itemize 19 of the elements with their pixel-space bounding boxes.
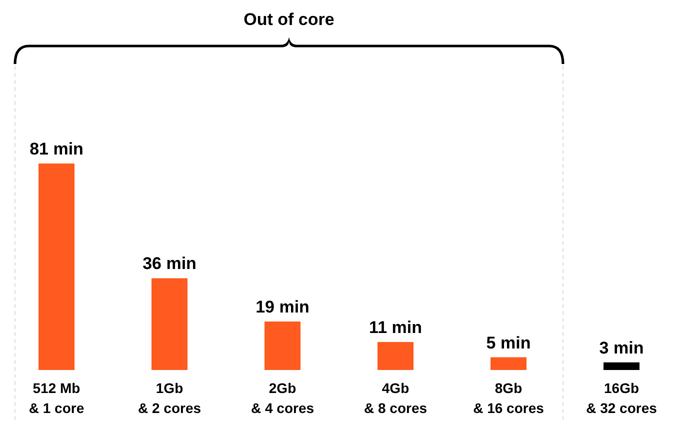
bar (490, 357, 526, 370)
x-tick-label: 8Gb & 16 cores (473, 380, 544, 416)
text: Out of core (244, 10, 334, 30)
bar (152, 278, 188, 370)
bar (604, 362, 640, 370)
x-tick-label: 1Gb & 2 cores (138, 380, 202, 416)
bar (264, 322, 300, 370)
x-tick-label: 2Gb & 4 cores (250, 380, 314, 416)
data-label: 11 min (369, 318, 422, 337)
data-label: 81 min (30, 139, 84, 158)
data-label: 3 min (599, 338, 644, 358)
x-tick-label: 512 Mb & 1 core (28, 380, 84, 416)
bar (378, 342, 414, 370)
x-tick-label: 4Gb & 8 cores (364, 380, 428, 416)
bar (38, 163, 74, 370)
x-tick-label: 16Gb & 32 cores (586, 380, 658, 416)
data-label: 19 min (256, 298, 310, 317)
data-label: 36 min (142, 254, 196, 274)
data-label: 5 min (486, 333, 531, 352)
